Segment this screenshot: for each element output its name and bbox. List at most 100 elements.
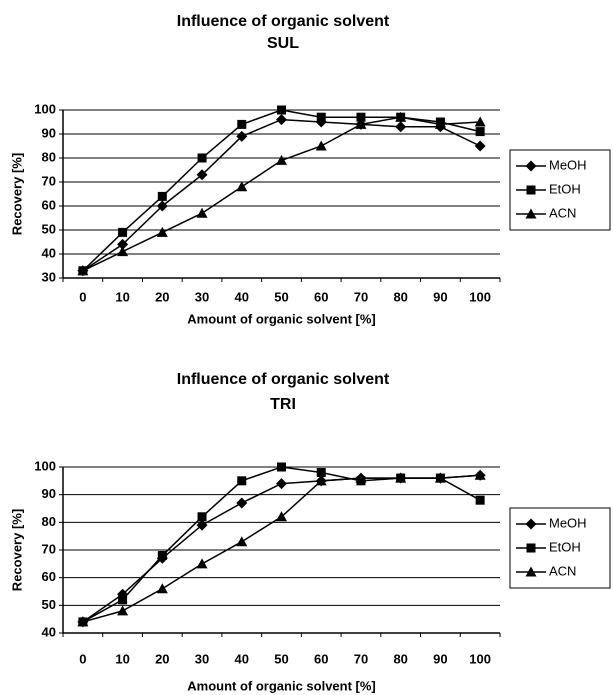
- x-tick-label: 60: [314, 289, 328, 304]
- y-axis-label: Recovery [%]: [9, 509, 24, 591]
- data-point: [117, 605, 129, 616]
- data-point: [395, 121, 407, 133]
- data-point: [236, 497, 248, 509]
- x-tick-label: 10: [115, 289, 129, 304]
- data-point: [237, 119, 247, 129]
- x-tick-label: 40: [235, 651, 249, 666]
- y-axis-label: Recovery [%]: [9, 153, 24, 235]
- chart-subtitle: TRI: [270, 396, 296, 413]
- x-tick-label: 80: [393, 651, 407, 666]
- legend-label: MeOH: [549, 515, 587, 530]
- y-tick-label: 90: [42, 125, 56, 140]
- data-point: [315, 140, 327, 151]
- data-point: [197, 512, 207, 522]
- data-point: [474, 116, 486, 127]
- x-tick-label: 30: [195, 289, 209, 304]
- data-point: [316, 112, 326, 122]
- legend-marker: [525, 208, 537, 219]
- x-tick-label: 100: [469, 651, 491, 666]
- data-point: [356, 112, 366, 122]
- chart-title: Influence of organic solvent: [177, 13, 390, 30]
- x-tick-label: 80: [393, 289, 407, 304]
- y-tick-label: 90: [42, 486, 56, 501]
- data-point: [77, 265, 89, 276]
- chart-subtitle: SUL: [267, 35, 299, 52]
- data-point: [156, 226, 168, 237]
- series-line: [82, 118, 481, 272]
- x-tick-label: 100: [469, 289, 491, 304]
- data-point: [276, 511, 287, 522]
- data-point: [117, 246, 129, 257]
- data-point: [355, 472, 367, 483]
- data-point: [475, 495, 485, 505]
- y-tick-label: 80: [42, 149, 56, 164]
- y-tick-label: 80: [42, 514, 56, 529]
- series-line: [82, 474, 481, 623]
- y-tick-label: 40: [42, 624, 56, 639]
- data-point: [277, 105, 286, 115]
- data-point: [236, 181, 248, 192]
- data-point: [316, 468, 326, 478]
- data-point: [475, 127, 485, 137]
- data-point: [197, 153, 207, 163]
- y-tick-label: 100: [34, 458, 56, 473]
- y-tick-label: 70: [42, 541, 56, 556]
- legend-label: ACN: [549, 563, 576, 578]
- data-point: [474, 469, 486, 480]
- x-tick-label: 20: [155, 289, 169, 304]
- legend-marker: [526, 185, 536, 195]
- y-tick-label: 100: [34, 101, 56, 116]
- data-point: [157, 551, 167, 561]
- x-tick-label: 20: [155, 651, 169, 666]
- data-point: [395, 472, 407, 483]
- legend-label: EtOH: [549, 181, 581, 196]
- x-tick-label: 30: [195, 651, 209, 666]
- data-point: [117, 238, 129, 250]
- legend-label: EtOH: [549, 539, 581, 554]
- x-tick-label: 70: [354, 289, 368, 304]
- y-tick-label: 50: [42, 597, 56, 612]
- legend-marker: [525, 518, 537, 530]
- data-point: [77, 616, 89, 627]
- data-point: [157, 191, 167, 201]
- data-point: [434, 118, 446, 129]
- data-point: [474, 140, 486, 152]
- data-point: [156, 200, 168, 212]
- x-tick-label: 70: [354, 651, 368, 666]
- x-tick-label: 50: [274, 651, 288, 666]
- data-point: [196, 207, 208, 218]
- legend-marker: [525, 566, 537, 577]
- data-point: [118, 595, 128, 605]
- data-point: [276, 114, 287, 126]
- series-line: [82, 116, 481, 272]
- chart-title: Influence of organic solvent: [177, 371, 390, 388]
- x-tick-label: 90: [433, 289, 447, 304]
- legend-marker: [526, 543, 536, 553]
- data-point: [355, 118, 367, 129]
- data-point: [236, 536, 248, 547]
- legend-label: ACN: [549, 205, 576, 220]
- x-tick-label: 50: [274, 289, 288, 304]
- data-point: [236, 130, 248, 142]
- y-tick-label: 40: [42, 245, 56, 260]
- series-line: [82, 466, 481, 623]
- data-point: [196, 558, 208, 569]
- x-tick-label: 0: [79, 289, 86, 304]
- legend-label: MeOH: [549, 157, 587, 172]
- y-tick-label: 70: [42, 173, 56, 188]
- x-tick-label: 90: [433, 651, 447, 666]
- legend-marker: [525, 160, 537, 172]
- data-point: [276, 154, 287, 165]
- x-axis-label: Amount of organic solvent [%]: [187, 678, 376, 693]
- y-tick-label: 50: [42, 221, 56, 236]
- data-point: [118, 227, 128, 237]
- data-point: [156, 583, 168, 594]
- y-tick-label: 60: [42, 569, 56, 584]
- data-point: [196, 519, 208, 531]
- data-point: [276, 478, 287, 490]
- data-point: [196, 169, 208, 181]
- data-point: [237, 476, 247, 486]
- data-point: [395, 111, 407, 122]
- x-tick-label: 40: [235, 289, 249, 304]
